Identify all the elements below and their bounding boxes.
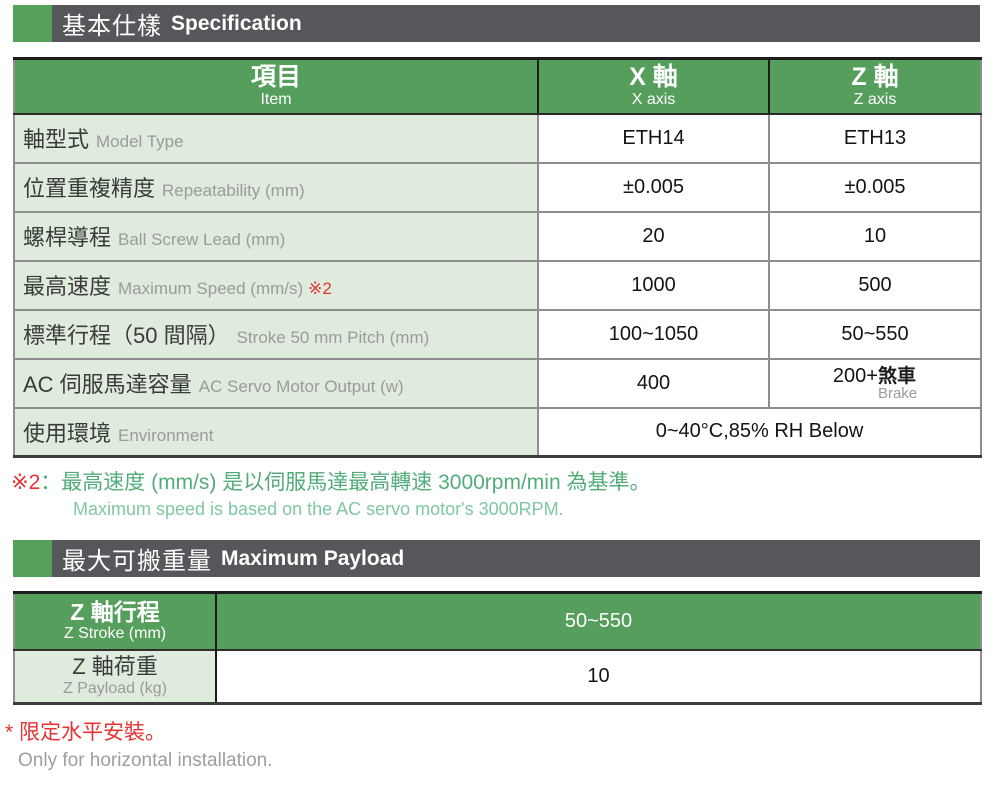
section2-title-en: Maximum Payload xyxy=(221,546,405,570)
value-speed-z: 500 xyxy=(768,259,981,310)
label-zh: 使用環境 xyxy=(23,420,112,446)
label-zh: 位置重複精度 xyxy=(23,176,156,201)
value-model-x: ETH14 xyxy=(537,112,769,163)
payload-label-z-stroke: Z 軸行程 Z Stroke (mm) xyxy=(14,592,216,650)
spec-header-x-axis: X 軸 X axis xyxy=(537,58,769,115)
header-z-en: Z axis xyxy=(853,90,897,108)
value-environment: 0~40°C,85% RH Below xyxy=(537,406,981,457)
table-row-repeatability: 位置重複精度 Repeatability (mm) ±0.005 ±0.005 xyxy=(14,161,981,212)
label-zh: 標準行程（50 間隔） xyxy=(23,323,230,348)
row-label-environment: 使用環境 Environment xyxy=(14,406,538,457)
footnote-2-marker: ※2 xyxy=(11,471,41,494)
label-en: AC Servo Motor Output (w) xyxy=(198,377,404,396)
table-row-environment: 使用環境 Environment 0~40°C,85% RH Below xyxy=(14,406,981,457)
label-en: Model Type xyxy=(96,132,184,151)
label-en: Z Stroke (mm) xyxy=(63,625,167,643)
footnote-horizontal-install: * 限定水平安裝。 Only for horizontal installati… xyxy=(5,716,273,772)
value-model-z: ETH13 xyxy=(768,112,981,163)
section2-title-zh: 最大可搬重量 xyxy=(62,548,212,575)
label-zh: Z 軸荷重 xyxy=(72,654,158,680)
value-stroke-z: 50~550 xyxy=(768,308,981,359)
label-zh: 螺桿導程 xyxy=(23,225,112,250)
value-repeatability-x: ±0.005 xyxy=(537,161,769,212)
section-specification-bar: 基本仕樣 Specification xyxy=(13,5,980,42)
section1-title-en: Specification xyxy=(171,11,302,35)
spec-header-row: 項目 Item X 軸 X axis Z 軸 Z axis xyxy=(14,58,981,115)
table-row-stroke: 標準行程（50 間隔） Stroke 50 mm Pitch (mm) 100~1… xyxy=(14,308,981,359)
table-row-ball-screw-lead: 螺桿導程 Ball Screw Lead (mm) 20 10 xyxy=(14,210,981,261)
section-maximum-payload-bar: 最大可搬重量 Maximum Payload xyxy=(13,540,980,577)
value-lead-x: 20 xyxy=(537,210,769,261)
header-x-zh: X 軸 xyxy=(629,63,678,92)
value-servo-z: 200+ 煞車 Brake xyxy=(768,357,981,408)
footnote-2-text-zh: ：最高速度 (mm/s) 是以伺服馬達最高轉速 3000rpm/min 為基準。 xyxy=(40,471,651,494)
value-stroke-x: 100~1050 xyxy=(537,308,769,359)
header-item-en: Item xyxy=(260,90,292,108)
green-accent-square xyxy=(13,5,52,42)
green-accent-square xyxy=(13,540,52,577)
footnote-2-text-en: Maximum speed is based on the AC servo m… xyxy=(73,499,564,520)
row-label-ball-screw-lead: 螺桿導程 Ball Screw Lead (mm) xyxy=(14,210,538,261)
spec-header-item: 項目 Item xyxy=(14,58,538,115)
value-lead-z: 10 xyxy=(768,210,981,261)
row-label-servo-output: AC 伺服馬達容量 AC Servo Motor Output (w) xyxy=(14,357,538,408)
value-servo-x: 400 xyxy=(537,357,769,408)
row-label-maximum-speed: 最高速度 Maximum Speed (mm/s) ※2 xyxy=(14,259,538,310)
label-zh: 軸型式 xyxy=(23,127,90,152)
label-en: Ball Screw Lead (mm) xyxy=(118,230,286,249)
label-en: Repeatability (mm) xyxy=(162,181,305,200)
label-en: Stroke 50 mm Pitch (mm) xyxy=(236,328,430,347)
table-row-servo-output: AC 伺服馬達容量 AC Servo Motor Output (w) 400 2… xyxy=(14,357,981,408)
brake-en: Brake xyxy=(877,385,918,402)
payload-row-z-stroke: Z 軸行程 Z Stroke (mm) 50~550 xyxy=(14,592,981,650)
header-z-zh: Z 軸 xyxy=(851,63,899,92)
footnote-star-marker: * xyxy=(5,721,14,744)
footnote-star-text-zh: 限定水平安裝。 xyxy=(13,721,167,744)
footnote-star-text-en: Only for horizontal installation. xyxy=(18,750,273,771)
payload-row-z-payload: Z 軸荷重 Z Payload (kg) 10 xyxy=(14,648,981,704)
table-row-maximum-speed: 最高速度 Maximum Speed (mm/s) ※2 1000 500 xyxy=(14,259,981,310)
label-en: Maximum Speed (mm/s) xyxy=(118,279,304,298)
header-item-zh: 項目 xyxy=(250,63,301,92)
footnote-star-line-zh: * 限定水平安裝。 xyxy=(5,716,273,746)
label-en: Environment xyxy=(118,425,214,445)
specification-table: 項目 Item X 軸 X axis Z 軸 Z axis 軸型式 Model T… xyxy=(13,57,982,458)
brake-zh: 煞車 xyxy=(877,366,916,387)
value-z-stroke: 50~550 xyxy=(215,592,981,650)
label-zh: AC 伺服馬達容量 xyxy=(23,372,192,397)
table-row-model-type: 軸型式 Model Type ETH14 ETH13 xyxy=(14,112,981,163)
label-en: Z Payload (kg) xyxy=(62,679,168,697)
value-z-payload: 10 xyxy=(215,648,981,704)
section1-title-zh: 基本仕樣 xyxy=(62,13,162,40)
servo-z-number: 200+ xyxy=(832,365,878,387)
row-label-model-type: 軸型式 Model Type xyxy=(14,112,538,163)
row-label-repeatability: 位置重複精度 Repeatability (mm) xyxy=(14,161,538,212)
spec-header-z-axis: Z 軸 Z axis xyxy=(768,58,981,115)
payload-label-z-payload: Z 軸荷重 Z Payload (kg) xyxy=(14,648,216,704)
footnote-2: ※2：最高速度 (mm/s) 是以伺服馬達最高轉速 3000rpm/min 為基… xyxy=(11,470,650,520)
row-label-stroke: 標準行程（50 間隔） Stroke 50 mm Pitch (mm) xyxy=(14,308,538,359)
footnote-ref-2: ※2 xyxy=(308,279,332,298)
label-zh: Z 軸行程 xyxy=(70,598,160,625)
value-repeatability-z: ±0.005 xyxy=(768,161,981,212)
section-maximum-payload-title: 最大可搬重量 Maximum Payload xyxy=(52,540,980,577)
payload-table: Z 軸行程 Z Stroke (mm) 50~550 Z 軸荷重 Z Paylo… xyxy=(13,591,982,705)
footnote-2-line-zh: ※2：最高速度 (mm/s) 是以伺服馬達最高轉速 3000rpm/min 為基… xyxy=(11,470,650,496)
section-specification-title: 基本仕樣 Specification xyxy=(52,5,980,42)
brake-stack: 煞車 Brake xyxy=(878,367,917,401)
value-speed-x: 1000 xyxy=(537,259,769,310)
label-zh: 最高速度 xyxy=(23,274,112,299)
header-x-en: X axis xyxy=(631,90,676,108)
